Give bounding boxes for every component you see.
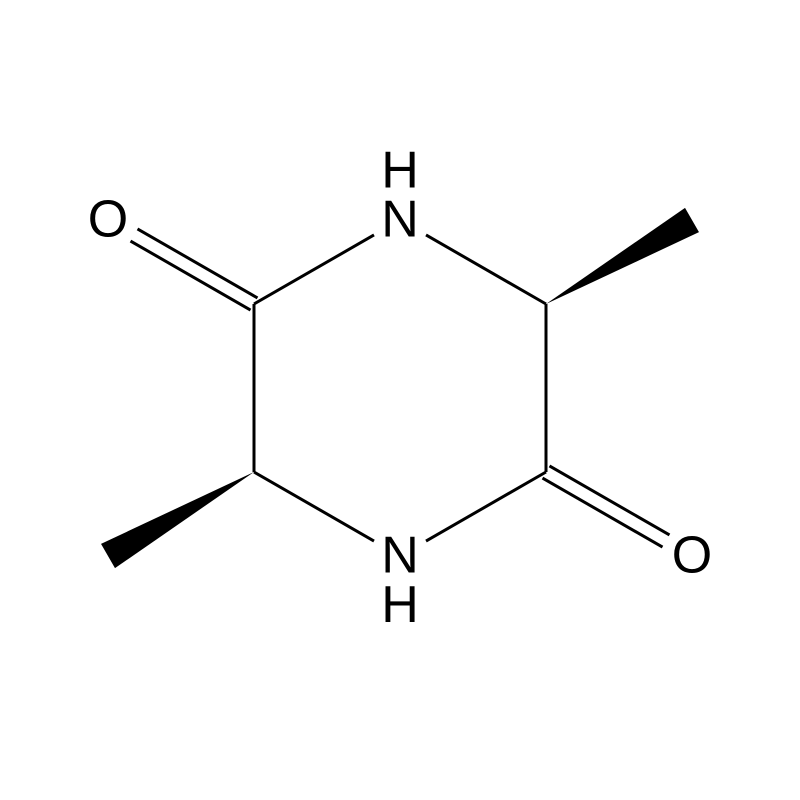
atom-O_bottom: O bbox=[672, 527, 712, 585]
atom-N1-H: H bbox=[381, 141, 419, 199]
bond-N1-C2 bbox=[426, 235, 546, 304]
bond-C6-N1 bbox=[254, 235, 374, 304]
atom-O_top: O bbox=[88, 191, 128, 249]
double-bond-C6-O_top bbox=[137, 229, 257, 298]
double-bond-C6-O_top bbox=[131, 241, 251, 310]
bond-N4-C5 bbox=[254, 472, 374, 541]
wedge-bond-C2 bbox=[546, 208, 699, 304]
atom-N1: N bbox=[381, 191, 419, 249]
wedge-bond-C5 bbox=[101, 472, 254, 568]
bond-C3-N4 bbox=[426, 472, 546, 541]
atom-N4-H: H bbox=[381, 576, 419, 634]
double-bond-C3-O_bottom bbox=[549, 466, 669, 535]
double-bond-C3-O_bottom bbox=[543, 478, 663, 547]
molecule-diagram: NHNHOO bbox=[0, 0, 800, 800]
